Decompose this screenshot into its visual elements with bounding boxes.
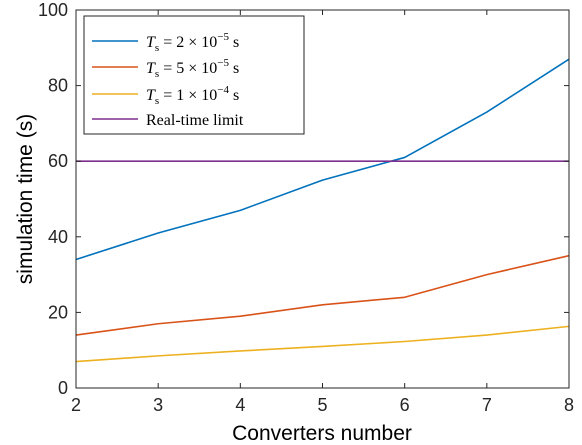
legend: Ts = 2 × 10−5 s Ts = 5 × 10−5 s Ts = 1 ×… xyxy=(83,15,305,135)
y-tick-label-60: 60 xyxy=(48,151,68,171)
x-tick-label-2: 2 xyxy=(71,395,81,415)
x-tick-label-8: 8 xyxy=(564,395,574,415)
x-axis-title: Converters number xyxy=(232,422,412,445)
y-tick-label-100: 100 xyxy=(38,0,68,20)
y-tick-label-40: 40 xyxy=(48,227,68,247)
series-line-t-s-2-10-5-s xyxy=(75,58,570,261)
series-line-t-s-5-10-5-s xyxy=(75,254,570,336)
legend-label-ts-2e-5: Ts = 2 × 10−5 s xyxy=(146,31,239,54)
legend-box xyxy=(83,15,305,135)
x-tick-label-3: 3 xyxy=(153,395,163,415)
series-line-t-s-1-10-4-s xyxy=(75,325,570,363)
x-tick-label-6: 6 xyxy=(400,395,410,415)
y-tick-label-80: 80 xyxy=(48,76,68,96)
x-tick-label-5: 5 xyxy=(317,395,327,415)
legend-label-ts-1e-4: Ts = 1 × 10−4 s xyxy=(146,84,239,107)
plot-marks xyxy=(75,58,570,363)
x-tick-label-4: 4 xyxy=(235,395,245,415)
y-tick-label-20: 20 xyxy=(48,302,68,322)
legend-label-ts-5e-5: Ts = 5 × 10−5 s xyxy=(146,57,239,80)
x-tick-label-7: 7 xyxy=(482,395,492,415)
legend-label-real-time-limit: Real-time limit xyxy=(146,112,244,129)
y-axis-title: simulation time (s) xyxy=(14,114,37,284)
y-tick-label-0: 0 xyxy=(58,378,68,398)
